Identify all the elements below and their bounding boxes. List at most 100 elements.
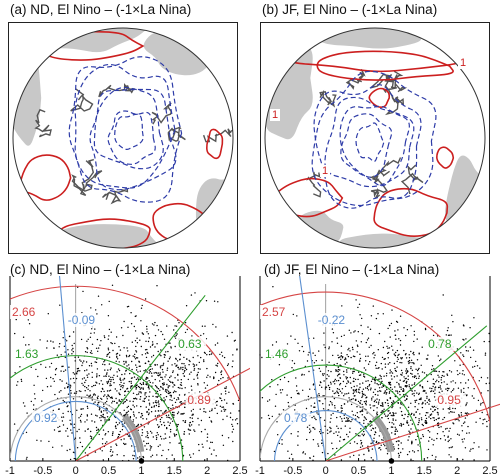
data-point xyxy=(427,412,429,414)
data-point xyxy=(94,394,97,396)
map-panel-b: 111 xyxy=(260,22,490,254)
data-point xyxy=(342,439,345,441)
data-point xyxy=(342,380,345,383)
data-point xyxy=(293,362,296,365)
data-point xyxy=(279,378,282,381)
data-point xyxy=(448,439,450,441)
data-point xyxy=(471,395,473,397)
data-point xyxy=(174,325,176,327)
data-point xyxy=(202,333,205,335)
data-point xyxy=(157,445,159,448)
radial-label: 0.63 xyxy=(178,337,202,351)
data-point xyxy=(111,396,113,398)
data-point xyxy=(400,410,403,413)
data-point xyxy=(101,398,103,400)
data-point xyxy=(414,401,417,403)
data-point xyxy=(120,439,122,441)
data-point xyxy=(220,397,222,400)
data-point xyxy=(169,356,171,358)
data-point xyxy=(238,410,240,412)
data-point xyxy=(427,354,429,356)
data-point xyxy=(440,388,442,390)
data-point xyxy=(131,360,133,363)
data-point xyxy=(28,323,31,325)
data-point xyxy=(171,399,173,402)
data-point xyxy=(373,440,375,442)
data-point xyxy=(369,361,371,363)
data-point xyxy=(169,391,172,394)
data-point xyxy=(219,405,222,407)
data-point xyxy=(391,372,394,374)
data-point xyxy=(372,405,374,407)
data-point xyxy=(444,428,447,430)
data-point xyxy=(339,364,341,366)
data-point xyxy=(120,327,123,329)
data-point xyxy=(142,400,144,402)
data-point xyxy=(157,410,159,412)
data-point xyxy=(388,381,391,384)
data-point xyxy=(336,416,338,419)
data-point xyxy=(60,390,62,392)
data-point xyxy=(124,415,126,417)
data-point xyxy=(173,390,176,392)
data-point xyxy=(387,347,389,349)
data-point xyxy=(376,407,378,409)
data-point xyxy=(418,353,420,355)
data-point xyxy=(357,331,359,333)
data-point xyxy=(318,393,320,395)
data-point xyxy=(442,294,444,296)
data-point xyxy=(400,403,402,405)
data-point xyxy=(402,390,404,392)
data-point xyxy=(192,453,195,455)
data-point xyxy=(473,388,475,390)
data-point xyxy=(317,445,320,447)
data-point xyxy=(309,431,311,434)
data-point xyxy=(157,401,159,404)
data-point xyxy=(358,417,360,419)
data-point xyxy=(146,411,148,414)
data-point xyxy=(450,446,452,449)
data-point xyxy=(106,382,109,385)
data-point xyxy=(401,362,403,364)
data-point xyxy=(67,393,70,395)
data-point xyxy=(82,362,84,364)
data-point xyxy=(197,377,199,379)
data-point xyxy=(181,387,183,390)
data-point xyxy=(97,395,99,397)
data-point xyxy=(134,340,137,342)
data-point xyxy=(96,358,98,360)
data-point xyxy=(96,373,98,375)
data-point xyxy=(395,419,397,421)
data-point xyxy=(287,401,289,404)
data-point xyxy=(180,401,182,403)
data-point xyxy=(71,432,73,434)
data-point xyxy=(90,413,93,415)
data-point xyxy=(107,347,110,349)
data-point xyxy=(430,390,432,393)
data-point xyxy=(157,329,160,331)
data-point xyxy=(106,396,108,398)
data-point xyxy=(94,361,96,363)
data-point xyxy=(141,429,143,431)
data-point xyxy=(379,374,381,377)
data-point xyxy=(111,342,113,345)
data-point xyxy=(359,435,361,437)
data-point xyxy=(425,412,428,414)
data-point xyxy=(158,414,160,416)
data-point xyxy=(165,414,168,417)
data-point xyxy=(421,406,424,409)
data-point xyxy=(361,414,363,416)
data-point xyxy=(370,442,372,445)
data-point xyxy=(172,386,174,388)
data-point xyxy=(59,304,61,306)
data-point xyxy=(324,425,326,427)
data-point xyxy=(91,420,93,422)
data-point xyxy=(84,390,86,392)
data-point xyxy=(108,390,111,392)
data-point xyxy=(433,439,435,441)
data-point xyxy=(362,388,365,390)
data-point xyxy=(447,327,449,329)
data-point xyxy=(146,434,149,437)
data-point xyxy=(108,328,111,331)
data-point xyxy=(408,384,410,386)
